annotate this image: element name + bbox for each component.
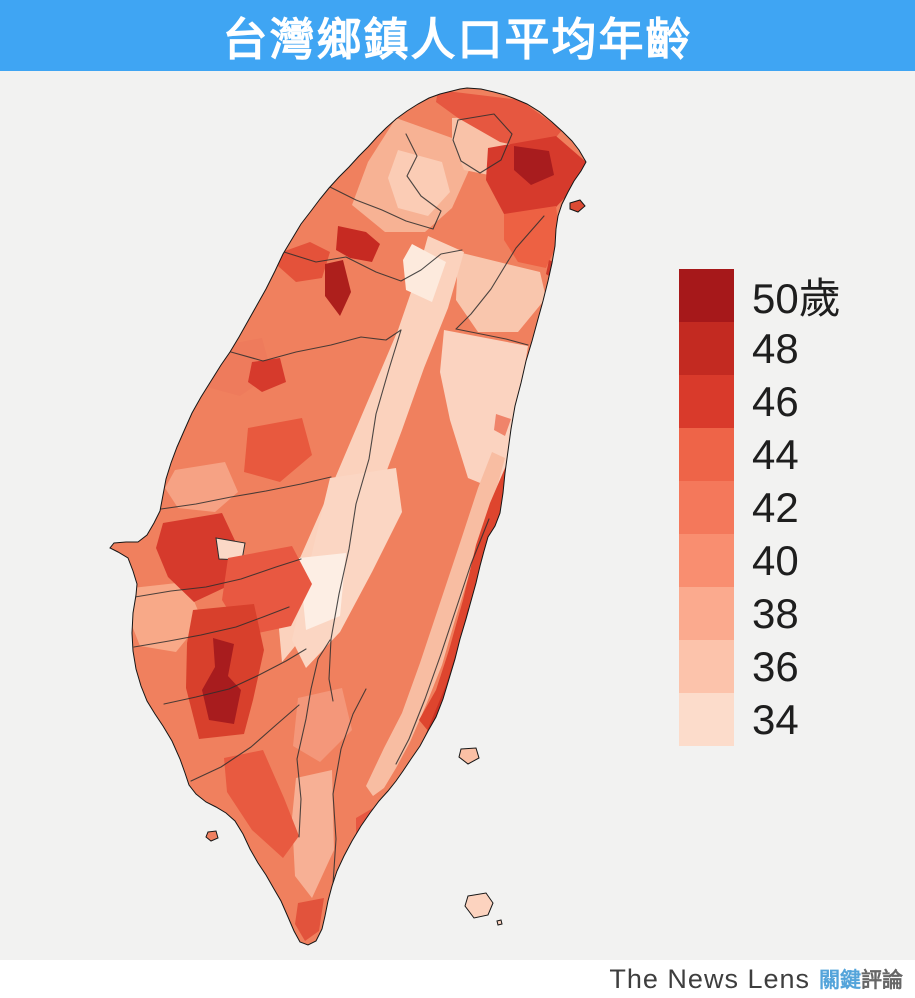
legend-label-44: 44 xyxy=(752,430,799,478)
legend-swatch-36 xyxy=(679,640,734,693)
legend-swatch-42 xyxy=(679,481,734,534)
page-title: 台灣鄉鎮人口平均年齡 xyxy=(222,14,693,65)
legend-swatch-34 xyxy=(679,693,734,746)
legend-swatch-50 xyxy=(679,269,734,322)
legend-row: 40 xyxy=(679,534,841,587)
legend-row: 36 xyxy=(679,640,841,693)
legend-label-36: 36 xyxy=(752,642,799,690)
legend-row: 42 xyxy=(679,481,841,534)
legend: 50歲 48 46 44 42 40 38 36 xyxy=(679,269,841,746)
legend-swatch-38 xyxy=(679,587,734,640)
brand-zh-rest: 評論 xyxy=(861,969,903,992)
footer-bar: The News Lens 關鍵評論 xyxy=(0,960,915,998)
legend-label-48: 48 xyxy=(752,324,799,372)
legend-label-40: 40 xyxy=(752,536,799,584)
legend-swatch-46 xyxy=(679,375,734,428)
brand-wordmark-en: The News Lens xyxy=(609,963,810,994)
green-island xyxy=(458,747,480,765)
legend-swatch-44 xyxy=(679,428,734,481)
header-bar: 台灣鄉鎮人口平均年齡 xyxy=(0,0,915,71)
legend-swatch-40 xyxy=(679,534,734,587)
brand-wordmark-zh: 關鍵評論 xyxy=(819,964,903,994)
taiwan-coastline xyxy=(109,87,587,946)
legend-label-38: 38 xyxy=(752,589,799,637)
legend-row: 34 xyxy=(679,693,841,746)
legend-label-42: 42 xyxy=(752,483,799,531)
liuqiu-island xyxy=(205,830,219,842)
legend-label-50: 50歲 xyxy=(752,275,841,322)
map-shade-patches xyxy=(129,90,586,941)
guishan-island xyxy=(569,199,586,213)
legend-label-34: 34 xyxy=(752,695,799,743)
county-boundaries xyxy=(133,113,545,885)
legend-row: 50歲 xyxy=(679,269,841,322)
orchid-island xyxy=(464,892,494,919)
brand-zh-highlight: 關鍵 xyxy=(819,969,861,992)
offshore-islands xyxy=(205,199,586,926)
orchid-islet xyxy=(496,919,503,926)
legend-row: 38 xyxy=(679,587,841,640)
legend-row: 48 xyxy=(679,322,841,375)
taiwan-island-fills xyxy=(110,88,586,945)
legend-row: 46 xyxy=(679,375,841,428)
legend-label-46: 46 xyxy=(752,377,799,425)
legend-swatch-48 xyxy=(679,322,734,375)
legend-row: 44 xyxy=(679,428,841,481)
